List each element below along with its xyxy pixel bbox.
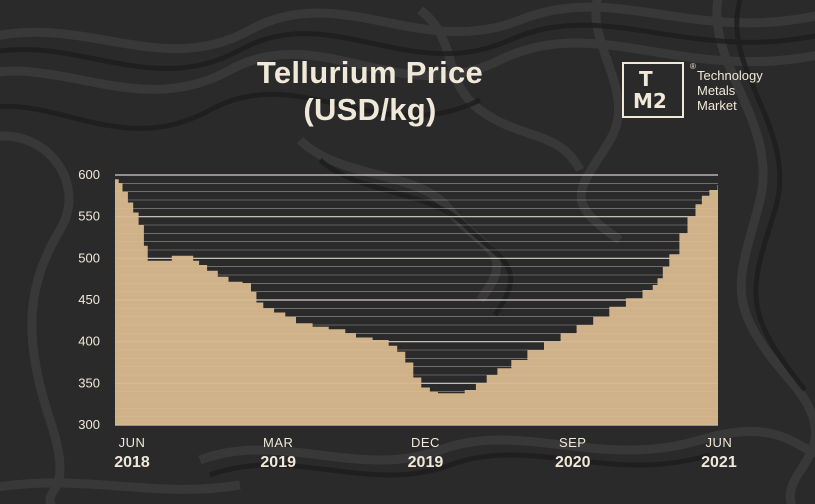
brand-line-market: Market: [697, 98, 737, 113]
logo-letter-t: T: [639, 67, 653, 91]
y-tick-label: 400: [78, 334, 100, 349]
x-tick-month: SEP: [559, 435, 587, 450]
x-axis-ticks: JUN 2018 MAR 2019 DEC 2019 SEP 2020 JUN 2021: [114, 435, 737, 471]
y-tick-label: 550: [78, 209, 100, 224]
x-tick-year: 2019: [260, 454, 296, 471]
x-tick-month: JUN: [706, 435, 733, 450]
x-tick-year: 2019: [408, 454, 444, 471]
registered-mark: ®: [690, 62, 696, 71]
x-tick-month: JUN: [119, 435, 146, 450]
y-tick-label: 450: [78, 292, 100, 307]
x-tick-year: 2021: [701, 454, 737, 471]
y-tick-label: 300: [78, 417, 100, 432]
x-tick-year: 2018: [114, 454, 150, 471]
x-tick-month: DEC: [411, 435, 440, 450]
chart-subtitle: (USD/kg): [303, 92, 437, 127]
y-tick-label: 350: [78, 375, 100, 390]
brand-line-technology: Technology: [697, 68, 763, 83]
tm2-logo: T M2: [622, 62, 684, 118]
y-tick-label: 500: [78, 250, 100, 265]
x-tick-month: MAR: [263, 435, 293, 450]
price-area: [115, 176, 718, 425]
y-axis-ticks: 300 350 400 450 500 550 600: [78, 167, 100, 432]
x-tick-year: 2020: [555, 454, 591, 471]
y-tick-label: 600: [78, 167, 100, 182]
chart-title: Tellurium Price: [256, 55, 484, 90]
brand-line-metals: Metals: [697, 83, 736, 98]
logo-letters-m2: M2: [633, 89, 667, 113]
